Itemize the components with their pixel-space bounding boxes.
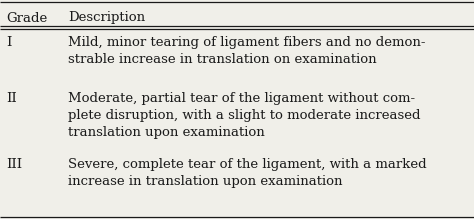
Text: Mild, minor tearing of ligament fibers and no demon-
strable increase in transla: Mild, minor tearing of ligament fibers a… (68, 36, 426, 66)
Text: Severe, complete tear of the ligament, with a marked
increase in translation upo: Severe, complete tear of the ligament, w… (68, 158, 427, 188)
Text: Moderate, partial tear of the ligament without com-
plete disruption, with a sli: Moderate, partial tear of the ligament w… (68, 92, 420, 139)
Text: Description: Description (68, 12, 145, 25)
Text: III: III (6, 158, 22, 171)
Text: I: I (6, 36, 11, 49)
Text: Grade: Grade (6, 12, 47, 25)
Text: II: II (6, 92, 17, 105)
